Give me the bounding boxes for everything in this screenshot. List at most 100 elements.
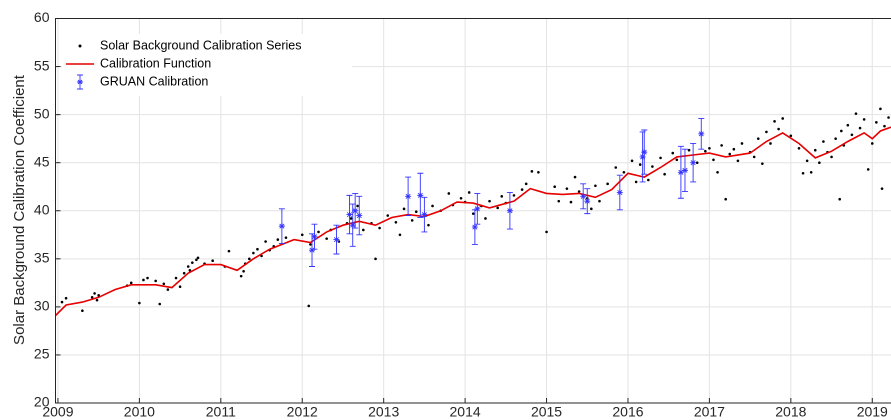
data-point bbox=[188, 269, 192, 272]
data-point bbox=[90, 295, 94, 299]
data-point bbox=[414, 210, 418, 214]
x-tick-label: 2017 bbox=[694, 404, 725, 420]
data-point bbox=[850, 133, 854, 137]
data-point bbox=[242, 270, 245, 273]
y-tick-label: 60 bbox=[34, 9, 50, 25]
data-point bbox=[307, 304, 311, 308]
data-point bbox=[573, 175, 577, 179]
data-point bbox=[577, 190, 581, 193]
data-point bbox=[724, 197, 727, 201]
data-point bbox=[822, 140, 825, 143]
data-point bbox=[830, 155, 833, 159]
data-point bbox=[777, 127, 780, 131]
data-point bbox=[166, 288, 170, 291]
data-point bbox=[846, 123, 850, 127]
data-point bbox=[765, 130, 768, 134]
data-point bbox=[862, 118, 866, 121]
data-point bbox=[178, 285, 182, 288]
y-tick-label: 40 bbox=[34, 201, 50, 217]
data-point bbox=[402, 207, 406, 211]
plot-area bbox=[55, 107, 891, 317]
gruan-point bbox=[690, 159, 697, 166]
y-axis-label: Solar Background Calibration Coefficient bbox=[11, 74, 28, 345]
data-point bbox=[374, 257, 377, 261]
x-tick-label: 2018 bbox=[775, 404, 806, 420]
data-point bbox=[809, 171, 813, 174]
data-point bbox=[553, 185, 556, 189]
data-point bbox=[675, 158, 679, 162]
data-point bbox=[695, 161, 699, 164]
gruan-point bbox=[641, 149, 648, 156]
data-point bbox=[736, 159, 740, 163]
data-point bbox=[239, 274, 243, 278]
data-point bbox=[712, 158, 715, 162]
y-tick-label: 20 bbox=[34, 394, 50, 410]
gruan-point bbox=[311, 233, 318, 240]
data-point bbox=[687, 148, 691, 152]
legend-marker bbox=[78, 44, 82, 48]
data-point bbox=[740, 142, 744, 145]
y-tick-label: 45 bbox=[34, 153, 50, 169]
data-point bbox=[818, 161, 821, 164]
data-point bbox=[651, 165, 654, 168]
legend-label: GRUAN Calibration bbox=[100, 74, 208, 88]
data-point bbox=[537, 171, 540, 174]
x-tick-label: 2012 bbox=[287, 404, 318, 420]
data-point bbox=[97, 294, 100, 297]
x-tick-label: 2010 bbox=[124, 404, 155, 420]
data-point bbox=[638, 163, 642, 166]
data-point bbox=[362, 228, 365, 232]
data-point bbox=[211, 259, 214, 263]
data-point bbox=[565, 187, 569, 190]
gruan-point bbox=[346, 211, 353, 218]
data-point bbox=[866, 168, 870, 171]
data-point bbox=[801, 171, 805, 175]
data-point bbox=[761, 162, 764, 165]
data-point bbox=[81, 309, 84, 313]
data-point bbox=[325, 237, 328, 240]
data-point bbox=[256, 247, 259, 251]
y-tick-label: 30 bbox=[34, 298, 50, 314]
x-tick-label: 2015 bbox=[531, 404, 562, 420]
data-point bbox=[252, 251, 255, 255]
data-point bbox=[158, 302, 162, 306]
data-point bbox=[471, 212, 475, 215]
gruan-point bbox=[417, 192, 424, 199]
data-point bbox=[880, 187, 884, 190]
data-point bbox=[728, 152, 732, 156]
gruan-point bbox=[506, 207, 513, 214]
data-point bbox=[276, 238, 280, 241]
data-point bbox=[195, 258, 198, 262]
data-point bbox=[174, 276, 178, 280]
data-point bbox=[186, 265, 190, 268]
gruan-point bbox=[349, 222, 356, 229]
legend-label: Solar Background Calibration Series bbox=[100, 38, 302, 52]
gruan-point bbox=[474, 205, 481, 212]
data-point bbox=[484, 217, 487, 220]
legend-label: Calibration Function bbox=[100, 56, 211, 70]
data-point bbox=[356, 204, 359, 208]
data-point bbox=[805, 159, 809, 163]
data-point bbox=[858, 126, 862, 130]
data-point bbox=[530, 170, 534, 173]
data-point bbox=[813, 148, 817, 152]
data-point bbox=[769, 142, 772, 145]
data-point bbox=[317, 230, 320, 234]
data-point bbox=[95, 298, 99, 302]
data-point bbox=[614, 166, 618, 169]
data-point bbox=[883, 124, 886, 128]
data-point bbox=[248, 257, 251, 261]
data-point bbox=[838, 197, 841, 201]
legend: Solar Background Calibration Series Calib… bbox=[62, 34, 352, 96]
data-point bbox=[671, 151, 675, 155]
data-point bbox=[129, 281, 133, 285]
data-point bbox=[196, 256, 200, 260]
data-point bbox=[154, 279, 157, 283]
data-point bbox=[138, 301, 141, 305]
data-point bbox=[598, 199, 601, 203]
data-point bbox=[594, 184, 597, 188]
x-tick-label: 2016 bbox=[612, 404, 643, 420]
data-point bbox=[64, 296, 68, 300]
data-point bbox=[647, 178, 650, 182]
